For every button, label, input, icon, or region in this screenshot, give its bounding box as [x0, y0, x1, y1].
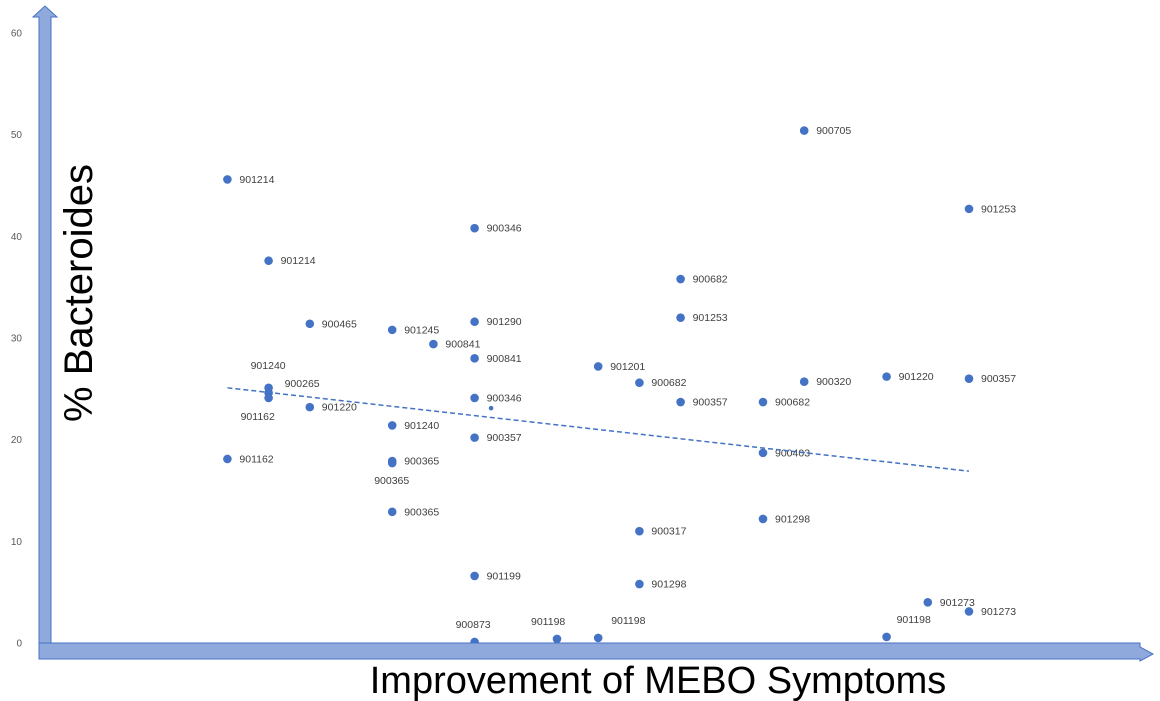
data-point-label: 900841	[445, 339, 480, 351]
data-point	[470, 571, 479, 581]
data-point-label: 900320	[816, 376, 851, 388]
data-point	[387, 458, 397, 468]
data-point	[882, 632, 891, 642]
data-point	[758, 397, 768, 407]
y-tick-label: 10	[11, 537, 23, 548]
data-point	[964, 374, 974, 383]
trendline-layer	[227, 387, 970, 472]
data-point	[470, 223, 479, 233]
data-point-label: 900403	[775, 447, 810, 459]
y-axis-title: % Bacteroides	[57, 164, 101, 422]
data-point-label: 900365	[404, 456, 439, 468]
data-point	[593, 633, 603, 643]
data-point	[799, 377, 809, 387]
data-point-label: 900682	[651, 377, 686, 389]
data-point-label: 901273	[981, 606, 1016, 618]
data-point-label: 900682	[693, 274, 728, 286]
data-point	[470, 393, 479, 403]
data-point-label: 901253	[693, 312, 728, 324]
data-point-label: 901214	[239, 174, 274, 186]
y-tick-label: 60	[11, 29, 23, 40]
data-point	[923, 598, 933, 607]
y-tick-label: 20	[11, 435, 23, 446]
y-axis-ticks: 0 10 20 30 40 50 60	[11, 29, 23, 650]
data-point	[387, 421, 397, 430]
data-point-label: 901198	[611, 615, 645, 627]
data-point-label: 901240	[404, 420, 439, 432]
trendline	[227, 387, 970, 472]
data-point	[387, 507, 397, 517]
data-point-label: 901162	[239, 453, 273, 465]
data-points: 901214 901214 900465 901245 900841 900346 9012…	[223, 125, 1016, 647]
data-point-label: 900873	[456, 619, 491, 631]
data-point	[223, 454, 232, 464]
data-point-label: 900365	[404, 506, 439, 518]
data-point	[470, 317, 479, 327]
data-point	[635, 526, 644, 536]
data-point-label: 900265	[285, 378, 320, 390]
data-point-label: 901199	[487, 570, 521, 582]
data-point	[593, 362, 603, 371]
data-point	[552, 634, 562, 644]
data-point-label: 900465	[322, 318, 357, 330]
data-point	[305, 319, 315, 329]
data-point	[264, 393, 273, 403]
data-point-label: 901273	[940, 597, 975, 609]
data-point	[223, 175, 232, 184]
data-point-label: 901220	[899, 371, 934, 383]
data-point-label: 901198	[531, 616, 565, 628]
data-point	[676, 274, 685, 284]
data-point	[676, 313, 685, 322]
data-point-label: 900357	[693, 397, 728, 409]
data-point	[676, 397, 685, 407]
y-tick-label: 40	[11, 232, 23, 243]
data-point-label: 901214	[281, 255, 316, 267]
data-point	[758, 448, 768, 458]
data-point-label: 901220	[322, 402, 357, 414]
data-point	[964, 607, 974, 616]
data-point-label: 900841	[487, 353, 522, 365]
x-axis-title: Improvement of MEBO Symptoms	[370, 660, 947, 701]
data-point	[758, 514, 768, 524]
data-point	[387, 325, 397, 335]
data-point-label: 900365	[374, 475, 409, 487]
data-point	[882, 372, 891, 381]
data-point-label: 901201	[610, 361, 645, 373]
y-axis-arrow	[31, 5, 59, 650]
data-point-label: 901162	[241, 411, 275, 423]
data-point	[635, 579, 644, 589]
data-point-label: 901298	[651, 579, 686, 591]
data-point-label: 901298	[775, 513, 810, 525]
data-point-label: 901245	[404, 324, 439, 336]
data-point-label: 900357	[981, 373, 1016, 385]
y-tick-label: 50	[11, 130, 23, 141]
y-tick-label: 30	[11, 334, 23, 345]
data-point	[429, 339, 438, 349]
data-point	[264, 256, 273, 266]
x-axis-arrow	[38, 642, 1155, 662]
data-point	[305, 402, 315, 412]
data-point-label: 900346	[487, 392, 522, 404]
data-point-label: 900317	[651, 526, 686, 538]
data-point	[964, 204, 974, 214]
data-point-label: 900357	[487, 432, 522, 444]
data-point-label: 900705	[816, 125, 851, 137]
data-point	[635, 378, 644, 388]
data-point	[470, 433, 479, 442]
data-point-label: 901198	[897, 614, 931, 626]
data-point-label: 900346	[487, 223, 522, 235]
data-point-label: 900682	[775, 397, 810, 409]
data-point-label: 901253	[981, 203, 1016, 215]
data-point-label: 901290	[487, 316, 522, 328]
data-point	[488, 405, 494, 411]
data-point-label: 901240	[251, 360, 286, 372]
y-tick-label: 0	[16, 639, 22, 650]
data-point	[799, 126, 809, 135]
data-point	[470, 354, 479, 363]
